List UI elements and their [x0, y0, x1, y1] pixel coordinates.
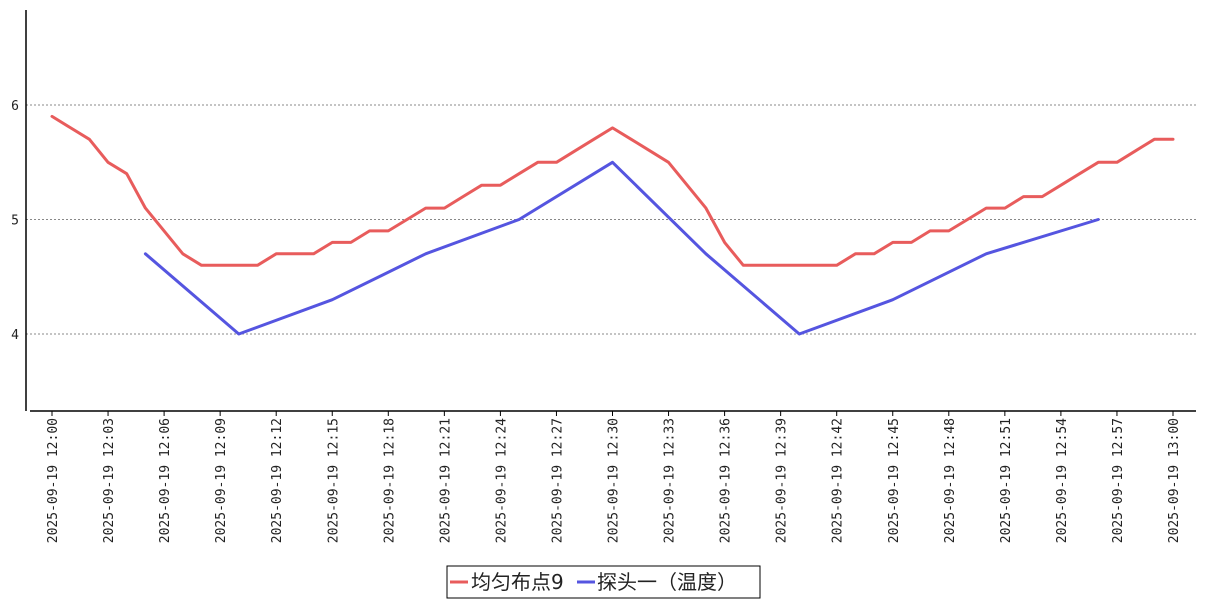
x-tick-label: 2025-09-19 12:24 [494, 418, 509, 543]
y-tick-label: 5 [11, 214, 19, 229]
axes [25, 10, 1196, 412]
x-tick-label: 2025-09-19 12:30 [607, 418, 622, 543]
x-tick-label: 2025-09-19 12:54 [1055, 418, 1070, 543]
legend-entry: 探头一（温度） [597, 570, 737, 594]
legend-box [446, 565, 761, 599]
x-tick-label: 2025-09-19 12:21 [438, 418, 453, 543]
x-tick-label: 2025-09-19 12:15 [326, 418, 341, 543]
y-axis-ticks: 4 5 6 [11, 99, 19, 343]
x-tick-label: 2025-09-19 12:36 [719, 418, 734, 543]
x-tick-label: 2025-09-19 12:18 [382, 418, 397, 543]
y-tick-label: 6 [11, 99, 19, 114]
x-tick-label: 2025-09-19 13:00 [1167, 418, 1182, 543]
legend: 均匀布点9 探头一（温度） [446, 565, 761, 599]
x-tick-label: 2025-09-19 12:27 [550, 418, 565, 543]
x-tick-label: 2025-09-19 12:42 [831, 418, 846, 543]
x-tick-label: 2025-09-19 12:12 [270, 418, 285, 543]
x-tick-label: 2025-09-19 12:48 [943, 418, 958, 543]
x-tick-label: 2025-09-19 12:57 [1111, 418, 1126, 543]
series-lines [50, 114, 1175, 336]
legend-entry: 均匀布点9 [471, 570, 564, 594]
y-tick-label: 4 [11, 328, 19, 343]
x-tick-label: 2025-09-19 12:45 [887, 418, 902, 543]
gridlines [26, 104, 1196, 335]
x-tick-label: 2025-09-19 12:06 [158, 418, 173, 543]
x-tick-label: 2025-09-19 12:03 [102, 418, 117, 543]
series-line-1 [50, 114, 1175, 267]
x-axis-ticks: 2025-09-19 12:00 2025-09-19 12:03 2025-09-… [46, 411, 1182, 543]
x-tick-label: 2025-09-19 12:00 [46, 418, 61, 543]
x-tick-label: 2025-09-19 12:39 [775, 418, 790, 543]
series-line-2 [143, 160, 1100, 336]
x-tick-label: 2025-09-19 12:09 [214, 418, 229, 543]
x-tick-label: 2025-09-19 12:33 [663, 418, 678, 543]
x-tick-label: 2025-09-19 12:51 [999, 418, 1014, 543]
